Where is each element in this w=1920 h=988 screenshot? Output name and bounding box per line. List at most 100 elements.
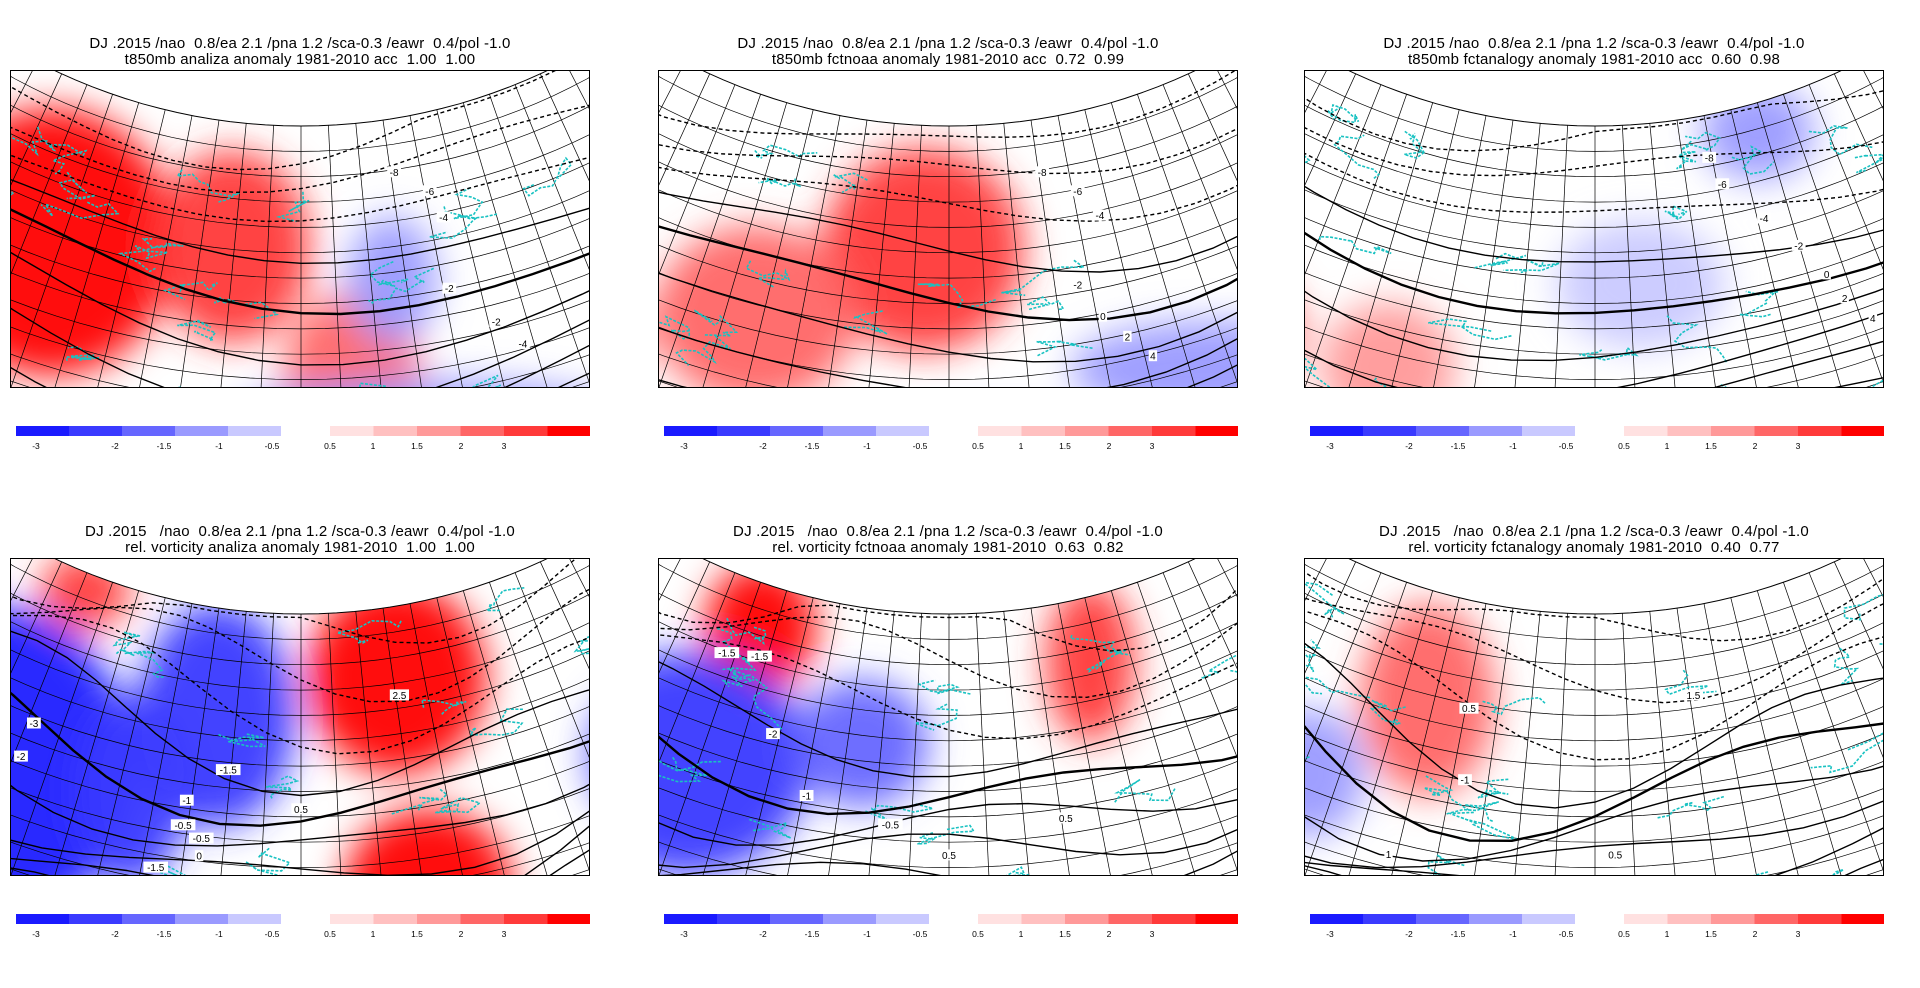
colorbar-swatch-negative xyxy=(717,426,770,436)
colorbar-swatch-negative xyxy=(717,914,770,924)
contour-label: -4 xyxy=(1095,211,1104,222)
colorbar-swatch-negative xyxy=(1310,426,1363,436)
colorbar-label: 1 xyxy=(1665,441,1670,451)
contour-lines xyxy=(1305,559,1883,875)
contour-label: -1 xyxy=(1461,776,1470,787)
contour-label: 0 xyxy=(196,852,202,863)
colorbar-swatch-negative xyxy=(1522,914,1575,924)
lat-lon-grid xyxy=(1305,71,1883,387)
colorbar-label: -1 xyxy=(1509,929,1517,939)
colorbar-swatch-negative xyxy=(1363,426,1416,436)
colorbar-swatch-positive xyxy=(1152,914,1196,924)
contour-lines xyxy=(659,559,1237,875)
contour-label: -8 xyxy=(1705,153,1714,164)
colorbar-svg: -3 -2 -1.5 -1 -0.5 0.5 1 1.5 2 3 xyxy=(1310,426,1884,451)
coastlines xyxy=(11,125,573,387)
colorbar-swatch-positive xyxy=(1711,914,1755,924)
colorbar-label: 0.5 xyxy=(1618,929,1630,939)
panel-title-line2: t850mb fctanalogy anomaly 1981-2010 acc … xyxy=(1407,51,1781,68)
colorbar-swatch-negative xyxy=(1522,426,1575,436)
colorbar-label: -1.5 xyxy=(157,929,172,939)
map-frame: -1.5-1-0.50-2-1.5-1-0.50.51.5-1.50.5 xyxy=(658,558,1238,876)
panel-title-line1: DJ .2015 /nao 0.8/ea 2.1 /pna 1.2 /sca-0… xyxy=(733,523,1163,540)
contour-labels: -8-6-4-202462 xyxy=(1702,151,1877,325)
colorbar-label: 0.5 xyxy=(324,929,336,939)
map-frame: -0.500.5-10.51.51.50.5-0.51 xyxy=(1304,558,1884,876)
contour-label: -2 xyxy=(492,317,501,328)
colorbar-swatch-positive xyxy=(1711,426,1755,436)
colorbar-label: 1.5 xyxy=(411,441,423,451)
colorbar-label: 2 xyxy=(1753,929,1758,939)
colorbar-label: -1.5 xyxy=(157,441,172,451)
map-svg: -0.500.5-10.51.51.50.5-0.51 xyxy=(1305,559,1883,876)
contour-label: 0 xyxy=(1100,312,1106,323)
colorbar-label: 1.5 xyxy=(1705,929,1717,939)
sector-outline xyxy=(54,71,548,127)
lat-lon-grid xyxy=(11,71,589,387)
colorbar-label: -1 xyxy=(215,441,223,451)
sector-outline xyxy=(702,71,1196,127)
colorbar-swatch-negative xyxy=(122,426,175,436)
colorbar-swatch-positive xyxy=(1841,426,1884,436)
colorbar-swatch-positive xyxy=(547,426,590,436)
colorbar-swatch-negative xyxy=(876,914,929,924)
colorbar-swatch-negative xyxy=(1416,426,1469,436)
colorbar-swatch-negative xyxy=(1469,914,1522,924)
map-frame: -3-2-1.5-1-0.50-1.5-0.50.51.52.50.5 xyxy=(10,558,590,876)
panel-title-line1: DJ .2015 /nao 0.8/ea 2.1 /pna 1.2 /sca-0… xyxy=(1383,35,1805,52)
colorbar-label: 1 xyxy=(1665,929,1670,939)
colorbar-label: 2 xyxy=(1753,441,1758,451)
colorbar-label: -1.5 xyxy=(1451,929,1466,939)
panel-vorticity-fctanalogy: DJ .2015 /nao 0.8/ea 2.1 /pna 1.2 /sca-0… xyxy=(1294,524,1894,984)
panel-title-line1: DJ .2015 /nao 0.8/ea 2.1 /pna 1.2 /sca-0… xyxy=(85,523,515,540)
colorbar-swatch-positive xyxy=(978,914,1022,924)
colorbar-label: 3 xyxy=(1150,441,1155,451)
contour-lines xyxy=(659,71,1237,387)
colorbar: -3 -2 -1.5 -1 -0.5 0.5 1 1.5 2 3 xyxy=(658,426,1238,452)
contour-label: 0 xyxy=(1824,270,1830,281)
map-sector: -3-2-1.5-1-0.50-1.5-0.50.51.52.50.5 xyxy=(11,559,589,875)
colorbar-label: -0.5 xyxy=(1559,929,1574,939)
anomaly-blob-warm xyxy=(1045,582,1136,742)
map-sector: -8 -6 -4 -2 0 2 4 xyxy=(659,71,1237,387)
colorbar-swatch-negative xyxy=(823,914,876,924)
colorbar-label: -0.5 xyxy=(1559,441,1574,451)
sector-outline xyxy=(702,559,1196,615)
colorbar-label: 1 xyxy=(1019,441,1024,451)
colorbar-swatch-negative xyxy=(175,914,228,924)
sector-outline xyxy=(54,559,548,615)
contour-label: 2.5 xyxy=(392,691,406,702)
panel-t850-fctnoaa: DJ .2015 /nao 0.8/ea 2.1 /pna 1.2 /sca-0… xyxy=(648,36,1248,496)
colorbar-label: -2 xyxy=(759,929,767,939)
colorbar-svg: -3 -2 -1.5 -1 -0.5 0.5 1 1.5 2 3 xyxy=(1310,914,1884,939)
contour-label: -2 xyxy=(1073,281,1082,292)
contour-label: -4 xyxy=(1760,214,1769,225)
colorbar-swatch-positive xyxy=(330,914,374,924)
colorbar-swatch-positive xyxy=(1065,914,1109,924)
contour-label: 0.5 xyxy=(1462,704,1476,715)
contour-label: 1.5 xyxy=(1640,874,1654,876)
colorbar-swatch-positive xyxy=(1841,914,1884,924)
contour-label: -8 xyxy=(390,168,399,179)
contour-label: -3 xyxy=(29,719,38,730)
map-frame: -8 -6 -4 -2 -2 -4 xyxy=(10,70,590,388)
colorbar: -3 -2 -1.5 -1 -0.5 0.5 1 1.5 2 3 xyxy=(658,914,1238,940)
colorbar-swatch-negative xyxy=(823,426,876,436)
contour-label: -1.5 xyxy=(718,649,736,660)
lat-lon-grid xyxy=(659,71,1237,387)
colorbar-label: -2 xyxy=(111,441,119,451)
colorbar-label: -0.5 xyxy=(913,929,928,939)
anomaly-blob-cold xyxy=(1556,220,1725,349)
colorbar-swatch-positive xyxy=(460,426,504,436)
colorbar-label: 3 xyxy=(502,929,507,939)
colorbar-swatch-positive xyxy=(1152,426,1196,436)
colorbar-swatch-negative xyxy=(1416,914,1469,924)
panel-title-line1: DJ .2015 /nao 0.8/ea 2.1 /pna 1.2 /sca-0… xyxy=(1379,523,1809,540)
colorbar-swatch-positive xyxy=(1195,426,1238,436)
colorbar-swatch-positive xyxy=(1021,914,1065,924)
colorbar-label: 3 xyxy=(1796,441,1801,451)
colorbar-label: -1.5 xyxy=(805,441,820,451)
colorbar-swatch-negative xyxy=(1469,426,1522,436)
colorbar-swatch-negative xyxy=(228,426,281,436)
colorbar-swatch-positive xyxy=(330,426,374,436)
